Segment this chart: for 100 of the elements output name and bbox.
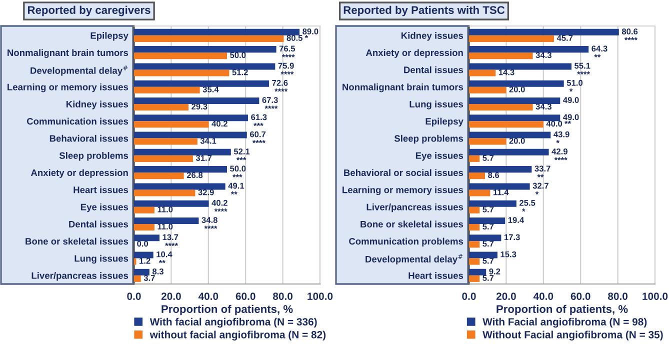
bar <box>469 104 533 111</box>
x-tick-label: 40.0 <box>533 292 554 300</box>
annotation: **** <box>280 71 294 75</box>
data-label: 40.2 <box>212 200 228 206</box>
annotation: ** <box>594 54 601 58</box>
data-label: 19.4 <box>508 217 524 223</box>
data-label: 50.0 <box>230 52 246 58</box>
data-label: 49.0 <box>563 97 579 103</box>
data-label: 51.0 <box>566 80 583 86</box>
bar <box>134 104 188 111</box>
data-label: 67.3 <box>262 97 278 103</box>
data-label: 55.1 <box>574 62 590 69</box>
bar <box>469 241 480 248</box>
bar <box>134 114 248 122</box>
annotation: **** <box>264 106 278 109</box>
annotation: ** <box>158 260 166 264</box>
bar <box>134 132 247 138</box>
data-label: 11.0 <box>158 224 173 230</box>
y-tick-label: Behavioral issues <box>50 134 128 142</box>
chart-title: Reported by Patients with TSC <box>344 6 505 16</box>
bar <box>134 46 276 53</box>
bar <box>469 80 564 87</box>
data-label: 11.4 <box>494 189 509 196</box>
y-tick-label: Communication issues <box>26 118 128 125</box>
data-label: 5.7 <box>482 155 494 161</box>
data-label: 51.2 <box>232 69 248 76</box>
bar <box>469 35 554 42</box>
data-label: 15.3 <box>500 251 516 258</box>
bar <box>469 258 480 265</box>
bar <box>469 155 480 162</box>
data-label: 72.6 <box>272 80 288 86</box>
bar <box>469 275 480 282</box>
bar <box>134 63 276 70</box>
bar <box>469 252 498 258</box>
bar <box>469 138 506 145</box>
y-tick-label: Epilepsy <box>426 118 464 126</box>
data-label: 17.3 <box>504 234 520 240</box>
x-tick-label: 80.0 <box>608 292 628 300</box>
annotation: **** <box>624 37 638 40</box>
bar <box>134 121 209 128</box>
data-label: 61.3 <box>251 114 267 120</box>
annotation: * <box>535 191 539 195</box>
bar <box>469 183 530 190</box>
data-label: 34.3 <box>536 52 552 58</box>
data-label: 34.8 <box>202 217 218 223</box>
y-tick-label: Kidney issues <box>401 32 464 41</box>
bar <box>469 28 619 36</box>
y-tick-label: Developmental delay$^{#}$ <box>366 254 463 264</box>
y-tick-label: Eye issues <box>416 152 464 161</box>
data-label: 33.7 <box>534 166 550 172</box>
data-label: 8.3 <box>152 268 164 274</box>
annotation: **** <box>214 208 228 212</box>
bar <box>134 172 184 180</box>
y-tick-label: Anxiety or depression <box>366 49 463 58</box>
bar <box>134 252 154 258</box>
y-tick-label: Kidney issues <box>66 100 128 110</box>
x-tick-label: 60.0 <box>570 292 590 300</box>
annotation: *** <box>236 157 246 160</box>
annotation: * <box>522 208 526 212</box>
data-label: 13.7 <box>162 234 178 240</box>
x-tick-label: 40.0 <box>198 292 218 300</box>
data-label: 0.0 <box>137 240 148 247</box>
chart-title: Reported by caregivers <box>28 6 150 16</box>
data-label: 29.3 <box>192 104 208 110</box>
y-tick-label: Nonmalignant brain tumors <box>8 49 128 58</box>
bar <box>469 114 560 122</box>
annotation: * <box>304 35 308 38</box>
y-tick-label: Developmental delay$^{#}$ <box>30 66 128 76</box>
bar <box>469 268 486 276</box>
bar <box>134 97 260 104</box>
x-tick-label: 60.0 <box>236 292 256 300</box>
data-label: 31.7 <box>196 155 212 161</box>
bar <box>134 70 230 76</box>
bar <box>134 86 200 94</box>
bar <box>134 190 196 196</box>
bar <box>469 70 496 76</box>
data-label: 75.9 <box>278 62 294 69</box>
annotation: *** <box>232 174 242 178</box>
data-label: 32.7 <box>532 182 548 189</box>
data-label: 35.4 <box>202 86 219 92</box>
x-tick-label: 0.0 <box>127 292 141 300</box>
bar <box>134 183 226 190</box>
y-tick-label: Liver/pancreas issues <box>32 272 128 281</box>
y-tick-label: Learning or memory issues <box>342 186 464 196</box>
data-label: 32.9 <box>198 189 214 196</box>
y-tick-label: Bone or skeletal issues <box>26 238 128 245</box>
y-tick-label: Lung issues <box>410 100 464 110</box>
annotation: **** <box>165 242 178 246</box>
data-label: 3.7 <box>144 275 155 281</box>
bar <box>134 52 227 60</box>
y-tick-label: Nonmalignant brain tumors <box>342 83 464 92</box>
data-label: 5.7 <box>482 224 494 230</box>
y-tick-label: Epilepsy <box>90 32 128 41</box>
y-tick-label: Sleep problems <box>394 134 464 144</box>
annotation: * <box>569 88 573 92</box>
data-label: 80.6 <box>622 28 638 34</box>
data-label: 34.1 <box>200 138 216 144</box>
y-tick-label: Dental issues <box>404 66 464 74</box>
bar <box>134 155 193 162</box>
y-tick-label: Bone or skeletal issues <box>360 220 464 228</box>
